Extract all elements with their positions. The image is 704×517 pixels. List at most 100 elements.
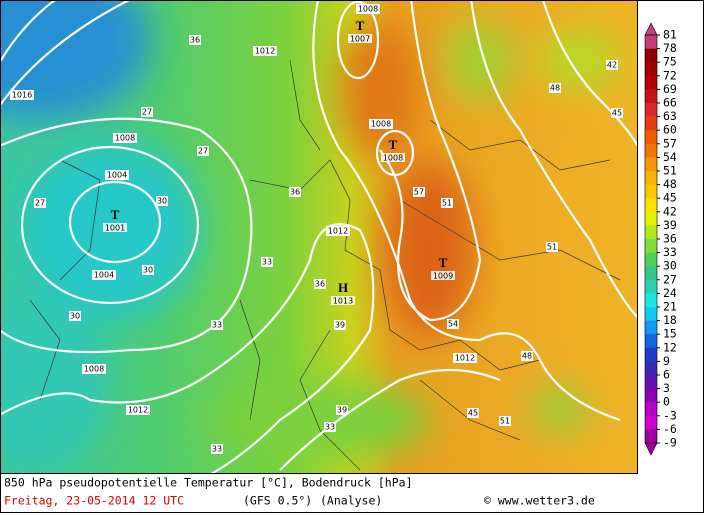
system-label-bg [103, 223, 127, 232]
temperature-label-bg [441, 198, 453, 208]
colorbar-segment [645, 62, 657, 77]
colorbar-segment [645, 361, 657, 376]
isobar-label: 1012 [455, 354, 475, 363]
colorbar-segment [645, 307, 657, 321]
isobar-label-bg [92, 270, 116, 280]
system-label-bg [348, 34, 372, 43]
system-symbol: T [111, 207, 120, 222]
colorbar-label: 75 [663, 55, 677, 69]
colorbar-label: 6 [663, 368, 670, 382]
colorbar-label: 15 [663, 327, 677, 341]
colorbar-label: 60 [663, 123, 677, 137]
isobar-label-bg [453, 353, 477, 363]
temperature-label: 27 [198, 147, 208, 156]
temperature-label-bg [142, 265, 154, 275]
colorbar-label: 45 [663, 191, 677, 205]
temperature-label: 33 [325, 423, 335, 432]
colorbar-segment [645, 130, 657, 145]
temperature-label: 33 [212, 321, 222, 330]
colorbar-label: 18 [663, 313, 677, 327]
colorbar-top-tip [644, 22, 658, 36]
colorbar-label: 78 [663, 41, 677, 55]
system-label-bg [381, 153, 405, 162]
isobar-label: 1008 [84, 365, 104, 374]
temperature-label: 42 [607, 61, 617, 70]
temperature-label: 45 [612, 109, 622, 118]
system-value: 1009 [433, 272, 453, 281]
colorbar-segment [645, 239, 657, 253]
colorbar-segment [645, 320, 657, 335]
footer: 850 hPa pseudopotentielle Temperatur [°C… [4, 476, 595, 508]
temperature-label-bg [606, 60, 618, 70]
isobar-label-bg [126, 405, 150, 415]
temperature-label-bg [336, 405, 348, 415]
temperature-label: 33 [262, 258, 272, 267]
colorbar-bottom-tip [644, 442, 658, 456]
isobar-label-bg [82, 364, 106, 374]
temperature-label-bg [549, 83, 561, 93]
temperature-label-bg [189, 35, 201, 45]
colorbar-label: 9 [663, 354, 670, 368]
colorbar-label: 27 [663, 272, 677, 286]
colorbar-label: 36 [663, 232, 677, 246]
colorbar-label: 51 [663, 164, 677, 178]
system-symbol: T [389, 137, 398, 152]
colorbar-label: 30 [663, 259, 677, 273]
map [0, 0, 637, 473]
temperature-label: 51 [442, 199, 452, 208]
colorbar-segment [645, 184, 657, 199]
temperature-label: 48 [522, 352, 532, 361]
footer-credit: © www.wetter3.de [484, 494, 595, 508]
isobar-label: 1008 [371, 120, 391, 129]
isobar-label-bg [105, 170, 129, 180]
isobar-label: 1012 [255, 47, 275, 56]
isobar-label-bg [356, 4, 380, 14]
isobar-label-bg [369, 119, 393, 129]
isobar-label: 1012 [328, 227, 348, 236]
colorbar-segment [645, 279, 657, 294]
isobar-label: 1008 [358, 5, 378, 14]
isobar-label: 1004 [107, 171, 127, 180]
colorbar-label: 33 [663, 245, 677, 259]
colorbar-label: 21 [663, 300, 677, 314]
temperature-label-bg [197, 146, 209, 156]
system-symbol: T [439, 255, 448, 270]
temperature-label-bg [324, 422, 336, 432]
isobar-label: 1012 [128, 406, 148, 415]
colorbar-label: 81 [663, 28, 677, 42]
system-symbol: H [338, 280, 348, 295]
isobar-label-bg [326, 226, 350, 236]
system-value: 1007 [350, 35, 370, 44]
system-symbol: T [356, 18, 365, 33]
colorbar-segment [645, 171, 657, 185]
colorbar-label: 66 [663, 96, 677, 110]
temperature-label: 36 [190, 36, 200, 45]
temperature-label-bg [211, 444, 223, 454]
temperature-label: 36 [315, 280, 325, 289]
isobar-label: 1008 [115, 134, 135, 143]
colorbar-segment [645, 388, 657, 403]
colorbar-segment [645, 198, 657, 213]
temperature-label: 30 [70, 312, 80, 321]
colorbar-label: -6 [663, 422, 677, 436]
footer-title: 850 hPa pseudopotentielle Temperatur [°C… [4, 476, 413, 490]
temperature-label: 39 [337, 406, 347, 415]
temperature-label: 45 [468, 409, 478, 418]
colorbar-segment [645, 375, 657, 389]
system-label-bg [431, 271, 455, 280]
colorbar-segment [645, 157, 657, 172]
temperature-label-bg [413, 187, 425, 197]
colorbar-label: 42 [663, 204, 677, 218]
temperature-label: 39 [335, 321, 345, 330]
footer-date: Freitag, 23-05-2014 12 UTC [4, 494, 184, 508]
temperature-label: 48 [550, 84, 560, 93]
colorbar-segment [645, 293, 657, 308]
colorbar-label: 0 [663, 395, 670, 409]
colorbar-segment [645, 35, 657, 49]
colorbar-segment [645, 225, 657, 240]
map-labels: T 1007 T 1008 T 1001 T 1009 H 1013 1008 1012 1016 100… [10, 4, 623, 454]
isobar-label: 1004 [94, 271, 114, 280]
footer-analysis: (Analyse) [320, 494, 382, 508]
temperature-label-bg [156, 196, 168, 206]
